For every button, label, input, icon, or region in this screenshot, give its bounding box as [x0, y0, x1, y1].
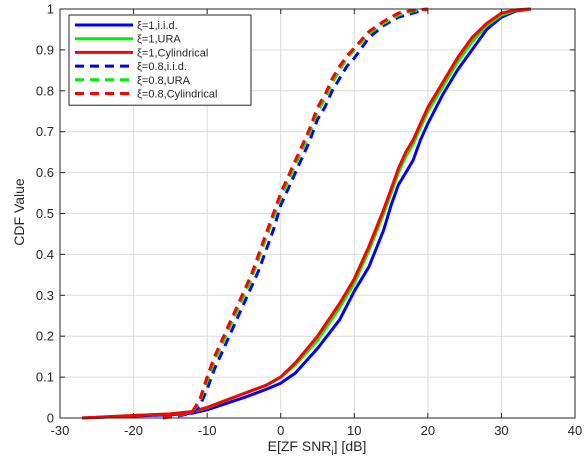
x-axis-label-tail: ] [dB] — [334, 438, 367, 454]
legend-label-5: ξ=0.8,URA — [137, 75, 191, 87]
x-tick-label: 10 — [347, 423, 361, 438]
y-tick-label: 0 — [47, 411, 54, 426]
x-axis-label: E[ZF SNRi] [dB] — [268, 438, 367, 458]
y-tick-label: 0.8 — [36, 83, 54, 98]
x-tick-label: -30 — [51, 423, 70, 438]
y-tick-label: 0.4 — [36, 247, 54, 262]
series-layer — [82, 7, 532, 420]
y-tick-label: 0.1 — [36, 370, 54, 385]
x-tick-label: 30 — [494, 423, 508, 438]
legend-label-6: ξ=0.8,Cylindrical — [137, 89, 217, 101]
x-tick-label: 20 — [421, 423, 435, 438]
legend-label-2: ξ=1,URA — [137, 34, 181, 46]
y-tick-label: 1 — [47, 2, 54, 17]
y-tick-label: 0.9 — [36, 42, 54, 57]
x-tick-label: 40 — [568, 423, 582, 438]
legend-label-1: ξ=1,i.i.d. — [137, 20, 178, 32]
x-axis-label-subscript: i — [331, 447, 333, 458]
y-tick-label: 0.6 — [36, 165, 54, 180]
series-line-3 — [82, 7, 531, 420]
legend-label-4: ξ=0.8,i.i.d. — [137, 61, 187, 73]
y-axis-label: CDF Value — [11, 178, 27, 246]
y-tick-label: 0.7 — [36, 124, 54, 139]
x-tick-label: -10 — [198, 423, 217, 438]
y-tick-label: 0.2 — [36, 329, 54, 344]
legend-box — [68, 14, 252, 106]
x-tick-label: -20 — [124, 423, 143, 438]
y-tick-label: 0.5 — [36, 206, 54, 221]
x-tick-label: 0 — [277, 423, 284, 438]
y-tick-label: 0.3 — [36, 288, 54, 303]
legend-label-3: ξ=1,Cylindrical — [137, 47, 208, 59]
series-line-6 — [162, 7, 429, 420]
series-line-4 — [162, 7, 429, 420]
series-line-1 — [82, 7, 532, 420]
x-axis-label-main: E[ZF SNR — [268, 438, 332, 454]
ticks-layer: -30 -20 -10 0 10 20 30 40 0 0.1 0.2 0.3 0.4 0.5 0.6 0.7… — [36, 2, 582, 439]
